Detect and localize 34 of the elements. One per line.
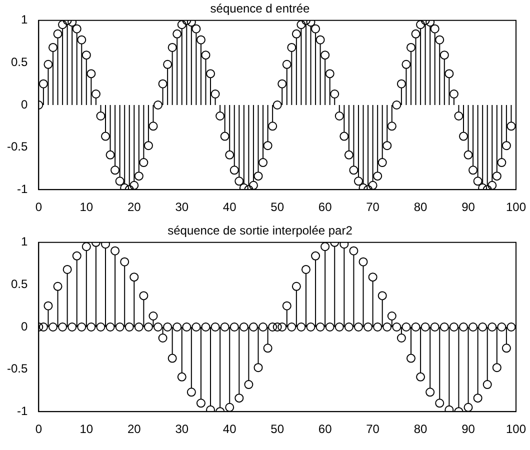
x-tick-label: 10 bbox=[80, 200, 94, 214]
y-tick-label: -0.5 bbox=[6, 362, 28, 376]
x-tick-label: 60 bbox=[318, 422, 332, 436]
x-tick-label: 50 bbox=[270, 422, 284, 436]
x-tick-label: 90 bbox=[462, 422, 476, 436]
y-tick-label: 1 bbox=[20, 12, 28, 27]
x-tick-label: 0 bbox=[35, 200, 42, 214]
x-tick-label: 80 bbox=[414, 422, 428, 436]
x-tick-label: 70 bbox=[366, 422, 380, 436]
x-tick-label: 70 bbox=[366, 200, 380, 214]
y-tick-label: 0.5 bbox=[10, 277, 28, 292]
chart-title: séquence d entrée bbox=[210, 2, 310, 16]
x-tick-label: 10 bbox=[80, 422, 94, 436]
chart-title: séquence de sortie interpolée par2 bbox=[168, 224, 353, 238]
y-tick-label: -1 bbox=[17, 182, 28, 196]
y-tick-label: 0.5 bbox=[10, 55, 28, 70]
x-tick-label: 0 bbox=[35, 422, 42, 436]
x-tick-label: 30 bbox=[175, 200, 189, 214]
y-tick-label: 0 bbox=[20, 319, 28, 334]
y-tick-label: 1 bbox=[20, 234, 28, 249]
x-tick-label: 40 bbox=[222, 200, 237, 214]
x-tick-label: 30 bbox=[175, 422, 189, 436]
x-tick-label: 90 bbox=[462, 200, 476, 214]
y-tick-label: 0 bbox=[20, 97, 28, 112]
x-tick-label: 20 bbox=[127, 200, 142, 214]
y-tick-label: -0.5 bbox=[6, 140, 28, 154]
x-tick-label: 20 bbox=[127, 422, 142, 436]
x-tick-label: 50 bbox=[270, 200, 284, 214]
x-tick-label: 80 bbox=[414, 200, 428, 214]
x-tick-label: 40 bbox=[222, 422, 237, 436]
y-tick-label: -1 bbox=[17, 404, 28, 418]
x-tick-label: 60 bbox=[318, 200, 332, 214]
x-tick-label: 100 bbox=[506, 422, 526, 436]
x-tick-label: 100 bbox=[506, 200, 526, 214]
